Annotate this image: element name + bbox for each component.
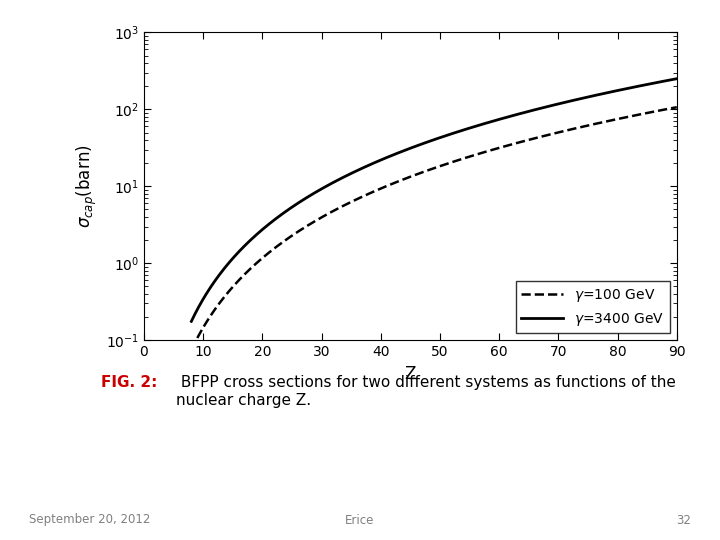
$\gamma$=100 GeV <box>237 275 246 281</box>
$\gamma$=100 GeV <box>383 183 392 189</box>
Line: $\gamma$=3400 GeV: $\gamma$=3400 GeV <box>192 79 677 321</box>
Text: BFPP cross sections for two different systems as functions of the
nuclear charge: BFPP cross sections for two different sy… <box>176 375 676 408</box>
X-axis label: Z: Z <box>405 364 416 383</box>
$\gamma$=100 GeV <box>575 124 583 131</box>
$\gamma$=100 GeV <box>521 138 529 144</box>
$\gamma$=100 GeV <box>566 126 575 133</box>
$\gamma$=3400 GeV <box>401 147 410 153</box>
$\gamma$=3400 GeV <box>672 76 681 82</box>
Legend: $\gamma$=100 GeV, $\gamma$=3400 GeV: $\gamma$=100 GeV, $\gamma$=3400 GeV <box>516 281 670 333</box>
$\gamma$=3400 GeV <box>566 98 575 104</box>
$\gamma$=3400 GeV <box>521 109 529 116</box>
Line: $\gamma$=100 GeV: $\gamma$=100 GeV <box>192 107 677 350</box>
$\gamma$=3400 GeV <box>187 318 196 325</box>
Text: FIG. 2:: FIG. 2: <box>101 375 157 390</box>
Y-axis label: $\sigma_{cap}$(barn): $\sigma_{cap}$(barn) <box>75 145 99 228</box>
Text: 32: 32 <box>676 514 691 526</box>
Text: Erice: Erice <box>346 514 374 526</box>
$\gamma$=3400 GeV <box>237 246 246 253</box>
$\gamma$=3400 GeV <box>575 96 583 103</box>
$\gamma$=3400 GeV <box>383 154 392 160</box>
$\gamma$=100 GeV <box>401 176 410 182</box>
$\gamma$=100 GeV <box>672 104 681 111</box>
Text: September 20, 2012: September 20, 2012 <box>29 514 150 526</box>
$\gamma$=100 GeV <box>187 347 196 353</box>
